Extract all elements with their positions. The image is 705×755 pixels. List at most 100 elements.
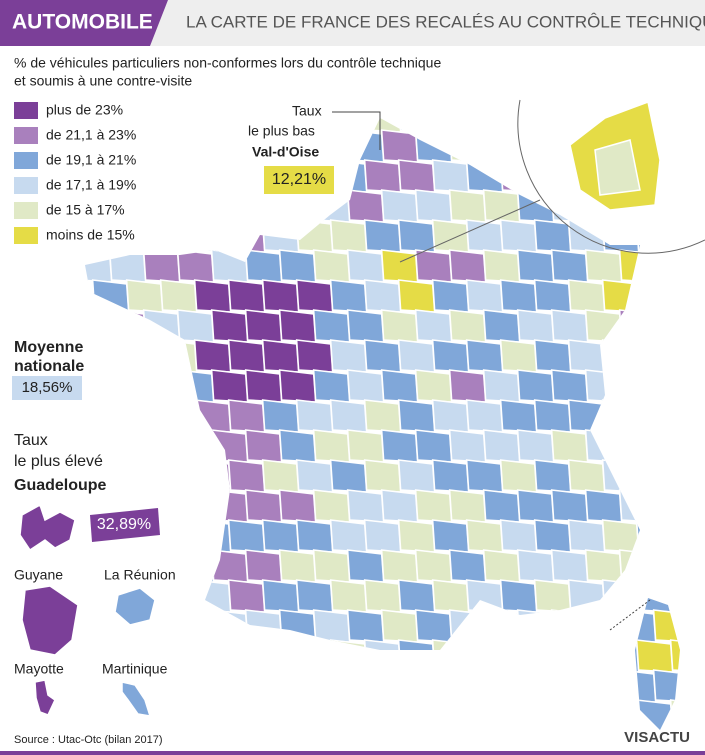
department [499, 399, 538, 433]
department [193, 339, 232, 373]
department [346, 249, 385, 283]
department [652, 309, 680, 343]
department [669, 399, 680, 433]
department [329, 219, 368, 253]
department [91, 699, 130, 730]
department [193, 219, 232, 253]
department [618, 309, 657, 343]
department [465, 459, 504, 493]
department [688, 610, 705, 642]
department [142, 369, 181, 403]
department [431, 339, 470, 373]
department [550, 609, 589, 643]
department [482, 429, 521, 463]
department [278, 309, 317, 343]
legend-label: de 17,1 à 19% [46, 177, 136, 193]
department [584, 669, 623, 703]
department [227, 639, 266, 673]
department [159, 159, 198, 193]
department [210, 609, 249, 643]
department [227, 579, 266, 613]
legend-swatch [14, 177, 38, 194]
department [346, 429, 385, 463]
department [210, 309, 249, 343]
department [688, 310, 705, 342]
department [261, 279, 300, 313]
department [414, 429, 453, 463]
lowest-line: le plus bas [248, 123, 315, 139]
department [380, 669, 419, 703]
department [312, 489, 351, 523]
department [261, 639, 300, 673]
lowest-box [264, 166, 334, 194]
department [414, 369, 453, 403]
department [584, 309, 623, 343]
department [346, 129, 385, 163]
department [85, 249, 113, 283]
department [448, 669, 487, 703]
department [363, 519, 402, 553]
department [278, 609, 317, 643]
department [261, 459, 300, 493]
department [533, 699, 572, 730]
department [125, 339, 164, 373]
callout-line [332, 111, 381, 150]
department [210, 249, 249, 283]
department [210, 129, 249, 163]
department [244, 609, 283, 643]
department [244, 429, 283, 463]
inset-arc [517, 99, 705, 254]
department [550, 669, 589, 703]
department [329, 519, 368, 553]
department [431, 519, 470, 553]
department [363, 399, 402, 433]
department [397, 339, 436, 373]
department [635, 399, 674, 433]
department [397, 519, 436, 553]
legend-swatch [14, 202, 38, 219]
department [312, 309, 351, 343]
department [584, 489, 623, 523]
department [448, 189, 487, 223]
department [482, 549, 521, 583]
department [312, 189, 351, 223]
department [584, 549, 623, 583]
department [295, 639, 334, 673]
department [227, 279, 266, 313]
department [431, 699, 470, 730]
department [465, 399, 504, 433]
legend-swatch [14, 102, 38, 119]
department [363, 339, 402, 373]
department [108, 369, 147, 403]
department [176, 609, 215, 643]
department [380, 249, 419, 283]
department [482, 309, 521, 343]
department [669, 339, 680, 373]
department [448, 429, 487, 463]
department [193, 579, 232, 613]
department [601, 699, 640, 730]
department [227, 159, 266, 193]
department [550, 309, 589, 343]
overseas-label: Guyane [14, 567, 63, 583]
department [346, 549, 385, 583]
department [550, 429, 589, 463]
department [244, 189, 283, 223]
subtitle: et soumis à une contre-visite [14, 73, 192, 89]
highest-value: 32,89% [97, 516, 151, 533]
department [482, 249, 521, 283]
department [465, 579, 504, 613]
department [329, 579, 368, 613]
department [329, 159, 368, 193]
department [567, 699, 606, 730]
legend-swatch [14, 227, 38, 244]
department [380, 429, 419, 463]
department [210, 369, 249, 403]
average-line: Moyenne [14, 339, 83, 356]
department [312, 549, 351, 583]
department [618, 489, 657, 523]
department [244, 369, 283, 403]
department [482, 369, 521, 403]
department [669, 639, 680, 673]
department [85, 609, 113, 643]
